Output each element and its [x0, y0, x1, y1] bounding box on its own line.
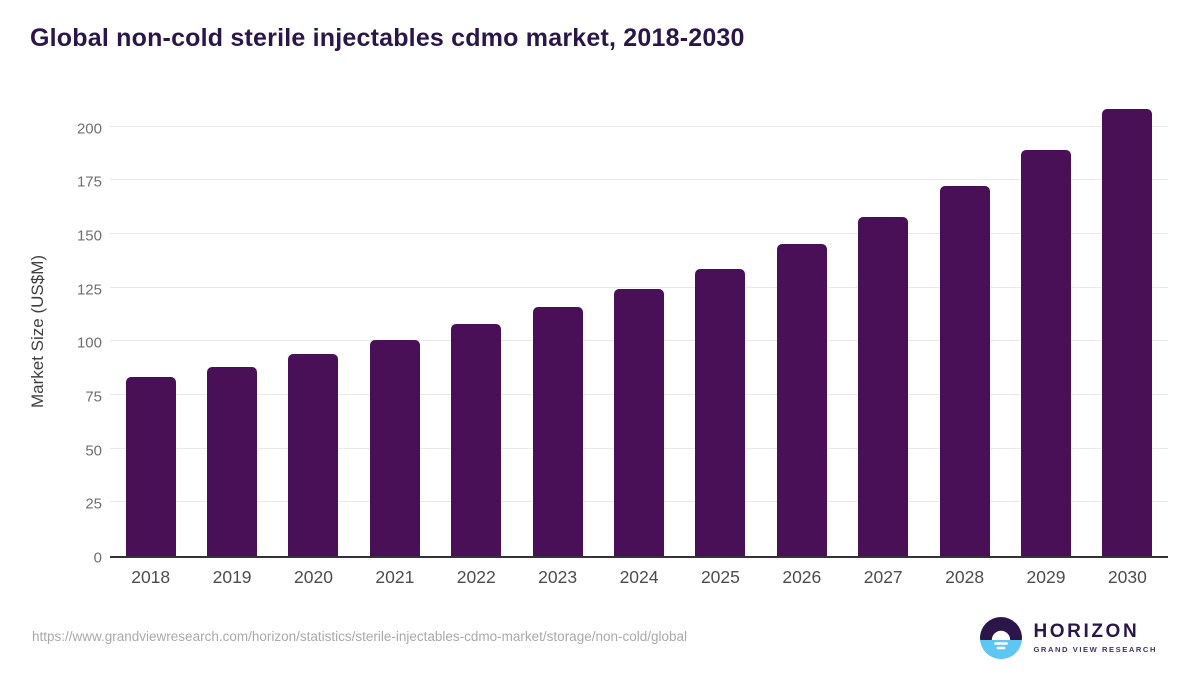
bar-slot-2027 — [843, 105, 924, 556]
bar-2030[interactable] — [1102, 109, 1153, 556]
bar-2022[interactable] — [451, 324, 502, 556]
x-tick-2026: 2026 — [782, 567, 822, 587]
bar-slot-2029 — [1005, 105, 1086, 556]
x-tick-2024: 2024 — [619, 567, 659, 587]
bar-slot-2021 — [354, 105, 435, 556]
x-tick-2019: 2019 — [212, 567, 252, 587]
bar-2028[interactable] — [939, 186, 990, 556]
x-tick-2021: 2021 — [375, 567, 415, 587]
y-tick-200: 200 — [76, 120, 102, 138]
bar-slot-2019 — [191, 105, 272, 556]
bar-slot-2018 — [110, 105, 191, 556]
bar-slot-2030 — [1087, 105, 1168, 556]
y-tick-100: 100 — [76, 334, 102, 352]
logo-subtitle: GRAND VIEW RESEARCH — [1033, 644, 1157, 654]
plot-area — [110, 105, 1168, 558]
gridline-150 — [110, 232, 1168, 234]
x-tick-2025: 2025 — [700, 567, 740, 587]
y-tick-0: 0 — [93, 549, 102, 567]
bar-2026[interactable] — [776, 244, 827, 556]
x-tick-2020: 2020 — [294, 567, 333, 587]
gridline-125 — [110, 286, 1168, 288]
bar-2020[interactable] — [288, 354, 339, 556]
x-tick-2023: 2023 — [538, 567, 578, 587]
x-tick-2030: 2030 — [1107, 567, 1147, 587]
x-axis-tick-labels: 2018 2019 2020 2021 2022 2023 2024 2025 2026 2027… — [110, 567, 1168, 588]
bar-slot-2023 — [517, 105, 598, 556]
source-url: https://www.grandviewresearch.com/horizo… — [32, 629, 688, 644]
gridline-175 — [110, 179, 1168, 181]
x-tick-2029: 2029 — [1026, 567, 1066, 587]
gridline-200 — [110, 125, 1168, 127]
bar-slot-2026 — [761, 105, 842, 556]
logo-text-block: HORIZON GRAND VIEW RESEARCH — [1033, 621, 1157, 654]
bar-slot-2020 — [273, 105, 354, 556]
y-axis-tick-labels: 0 25 50 75 100 125 150 175 200 — [30, 105, 102, 566]
bar-2021[interactable] — [369, 340, 420, 556]
bar-slot-2024 — [598, 105, 679, 556]
chart-title: Global non-cold sterile injectables cdmo… — [30, 24, 745, 52]
bar-2029[interactable] — [1020, 150, 1071, 556]
y-tick-25: 25 — [85, 495, 102, 513]
bar-2023[interactable] — [532, 307, 583, 556]
bar-2019[interactable] — [207, 366, 258, 556]
y-tick-175: 175 — [76, 173, 102, 191]
y-tick-50: 50 — [85, 442, 102, 460]
logo-name: HORIZON — [1033, 621, 1140, 643]
bars-container — [110, 105, 1168, 556]
y-tick-75: 75 — [85, 388, 102, 406]
bar-2025[interactable] — [695, 269, 746, 556]
bar-slot-2025 — [680, 105, 761, 556]
bar-slot-2022 — [436, 105, 517, 556]
horizon-logo: HORIZON GRAND VIEW RESEARCH — [980, 617, 1157, 659]
x-tick-2027: 2027 — [863, 567, 903, 587]
bar-2027[interactable] — [858, 217, 909, 556]
y-tick-150: 150 — [76, 227, 102, 245]
x-tick-2028: 2028 — [945, 567, 985, 587]
y-tick-125: 125 — [76, 281, 102, 299]
bar-2018[interactable] — [125, 376, 176, 556]
x-tick-2022: 2022 — [456, 567, 496, 587]
bar-slot-2028 — [924, 105, 1005, 556]
x-tick-2018: 2018 — [131, 567, 171, 587]
bar-2024[interactable] — [614, 289, 665, 556]
horizon-logo-icon — [980, 617, 1023, 659]
